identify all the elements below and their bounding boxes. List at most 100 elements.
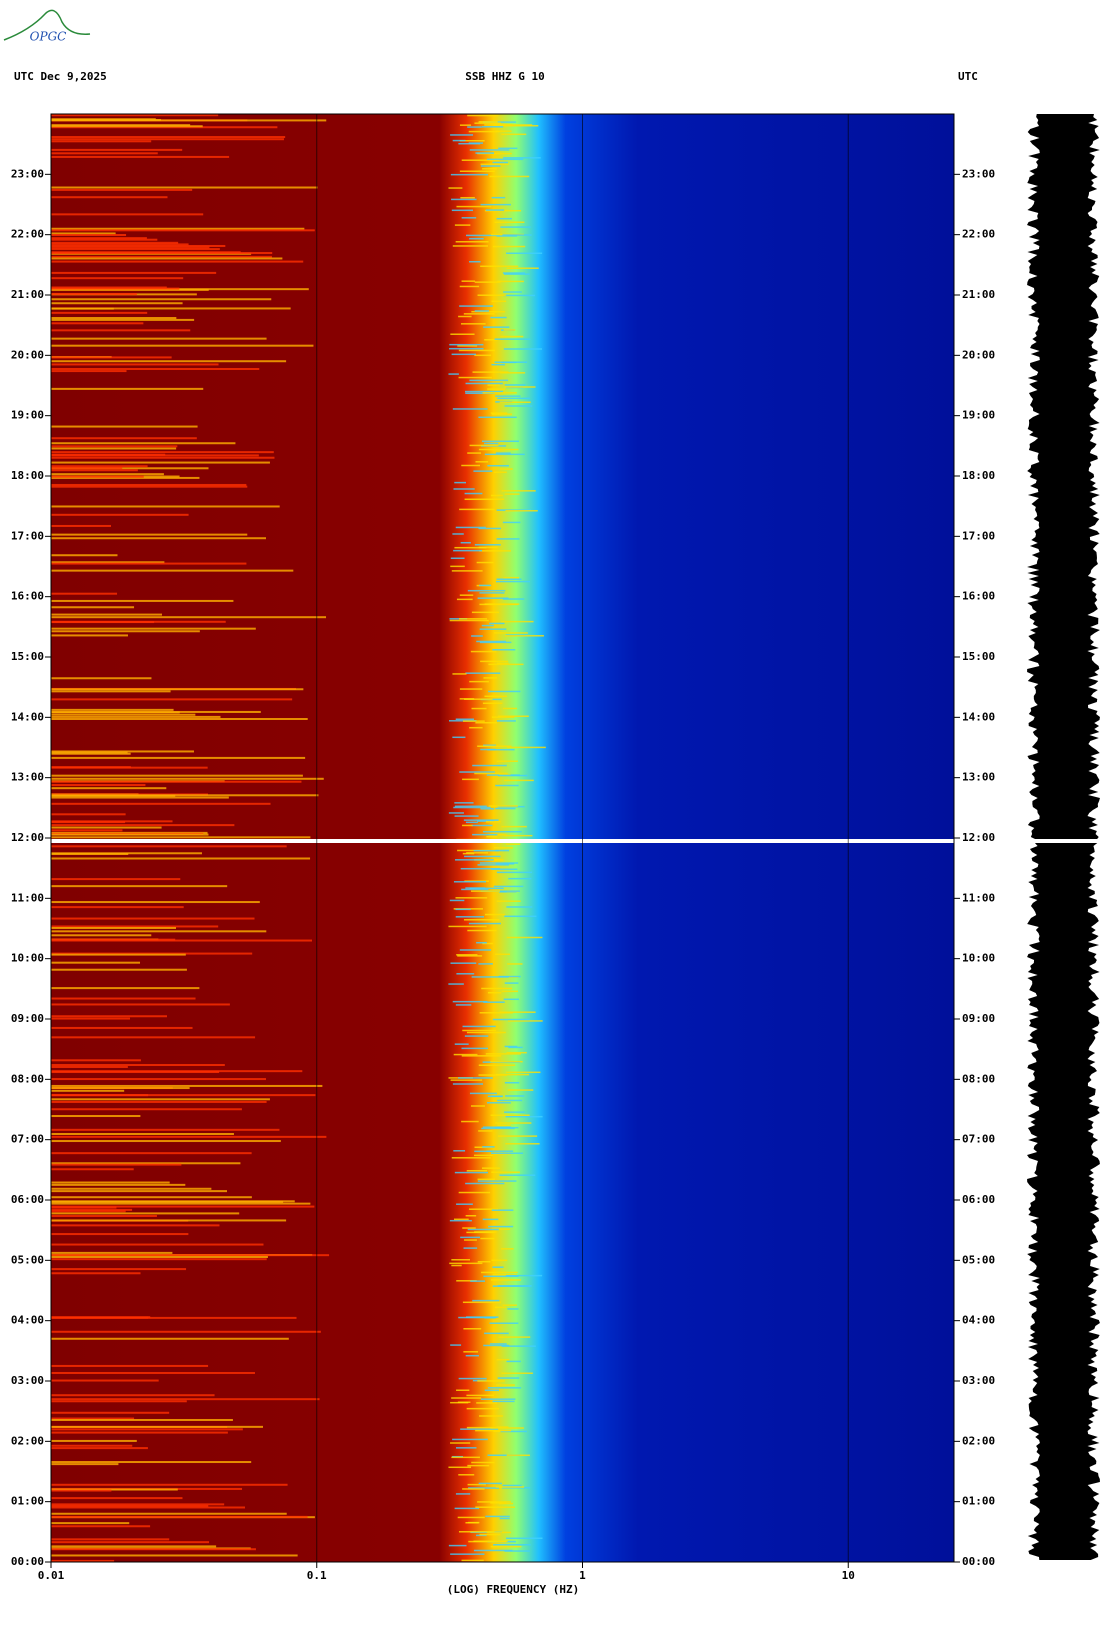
streak bbox=[448, 983, 464, 985]
streak bbox=[448, 1466, 472, 1469]
streak bbox=[51, 961, 141, 964]
streak bbox=[51, 186, 318, 189]
streak bbox=[51, 845, 287, 848]
streak bbox=[507, 963, 523, 965]
streak bbox=[495, 452, 511, 454]
x-axis-label: (LOG) FREQUENCY (HZ) bbox=[447, 1583, 579, 1596]
streak bbox=[496, 578, 522, 580]
y-tick-label: 09:00 bbox=[11, 1012, 44, 1025]
streak bbox=[51, 140, 152, 143]
streak bbox=[453, 1053, 478, 1056]
streak bbox=[476, 1402, 498, 1404]
streak bbox=[463, 1247, 478, 1249]
streak bbox=[450, 1553, 485, 1555]
streak bbox=[485, 209, 505, 211]
streak bbox=[484, 442, 499, 445]
streak bbox=[51, 852, 202, 855]
streak bbox=[472, 764, 507, 767]
streak bbox=[51, 213, 204, 216]
streak bbox=[51, 1316, 297, 1319]
streak bbox=[51, 1489, 112, 1492]
streak bbox=[51, 1444, 133, 1447]
streak bbox=[469, 680, 489, 683]
streak bbox=[51, 774, 303, 777]
streak bbox=[504, 405, 533, 407]
streak bbox=[487, 384, 505, 386]
streak bbox=[51, 124, 191, 127]
streak bbox=[51, 513, 189, 516]
streak bbox=[51, 1084, 323, 1087]
y-tick-label: 10:00 bbox=[11, 952, 44, 965]
streak bbox=[451, 198, 477, 201]
streak bbox=[503, 273, 530, 275]
streak bbox=[499, 384, 526, 386]
streak bbox=[51, 826, 162, 829]
streak bbox=[501, 825, 527, 828]
streak bbox=[502, 598, 525, 600]
streak bbox=[487, 1387, 522, 1389]
y-tick-label: 08:00 bbox=[11, 1072, 44, 1085]
streak bbox=[455, 1447, 477, 1449]
streak bbox=[463, 819, 499, 821]
streak bbox=[51, 1541, 210, 1544]
streak bbox=[51, 271, 217, 274]
streak bbox=[51, 820, 173, 823]
streak bbox=[480, 890, 520, 892]
streak bbox=[480, 163, 509, 166]
streak bbox=[504, 982, 519, 984]
streak bbox=[51, 1015, 167, 1018]
streak bbox=[506, 906, 533, 908]
streak bbox=[452, 1000, 488, 1003]
streak bbox=[506, 252, 543, 255]
streak bbox=[458, 376, 492, 379]
streak bbox=[468, 1487, 500, 1489]
streak bbox=[51, 953, 186, 956]
streak bbox=[467, 452, 482, 454]
streak bbox=[501, 1487, 531, 1489]
streak bbox=[496, 580, 531, 583]
streak bbox=[51, 1337, 289, 1340]
y-tick-label: 17:00 bbox=[962, 529, 995, 542]
y-tick-label: 16:00 bbox=[962, 590, 995, 603]
streak bbox=[51, 1488, 178, 1491]
y-tick-label: 20:00 bbox=[11, 348, 44, 361]
streak bbox=[463, 313, 495, 315]
streak bbox=[51, 277, 184, 280]
streak bbox=[469, 1208, 499, 1210]
streak bbox=[51, 1545, 217, 1548]
streak bbox=[469, 379, 509, 382]
streak bbox=[467, 1228, 499, 1231]
streak bbox=[51, 238, 158, 241]
streak bbox=[51, 968, 187, 971]
streak bbox=[51, 917, 255, 920]
streak bbox=[51, 1094, 316, 1097]
streak bbox=[459, 771, 495, 773]
streak bbox=[484, 695, 507, 698]
streak bbox=[482, 121, 517, 123]
streak bbox=[51, 252, 273, 255]
y-tick-label: 22:00 bbox=[11, 228, 44, 241]
streak bbox=[461, 1055, 502, 1057]
streak bbox=[502, 234, 532, 236]
streak bbox=[505, 843, 521, 845]
streak bbox=[51, 1398, 320, 1401]
y-tick-label: 10:00 bbox=[962, 952, 995, 965]
streak bbox=[457, 1516, 485, 1519]
streak bbox=[462, 1025, 496, 1028]
streak bbox=[467, 929, 497, 932]
streak bbox=[51, 751, 128, 754]
streak bbox=[502, 707, 517, 710]
streak bbox=[51, 901, 260, 904]
y-tick-label: 03:00 bbox=[962, 1374, 995, 1387]
streak bbox=[451, 209, 474, 212]
streak bbox=[496, 760, 518, 762]
streak bbox=[501, 1345, 536, 1347]
streak bbox=[459, 949, 492, 951]
streak bbox=[51, 857, 311, 860]
streak bbox=[51, 708, 174, 711]
y-tick-label: 02:00 bbox=[11, 1434, 44, 1447]
streak bbox=[51, 780, 302, 783]
streak bbox=[51, 537, 266, 540]
streak bbox=[481, 126, 504, 128]
streak bbox=[506, 267, 539, 269]
